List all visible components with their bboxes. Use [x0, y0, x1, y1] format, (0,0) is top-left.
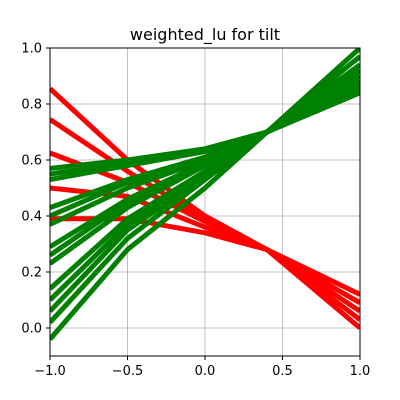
x-tick-label: 0.0 [195, 364, 216, 379]
y-tick-label: 0.2 [21, 266, 42, 281]
y-tick-label: 0.0 [21, 322, 42, 337]
x-tick-label: 1.0 [350, 364, 371, 379]
x-tick-label: 0.5 [272, 364, 293, 379]
tick-labels: −1.0 −0.5 0.0 0.5 1.0 0.0 0.2 0.4 0.6 0.8 1.0 [21, 42, 370, 380]
y-tick-label: 0.8 [21, 98, 42, 113]
x-tick-label: −1.0 [34, 364, 66, 379]
chart-title: weighted_lu for tilt [130, 25, 280, 45]
y-tick-label: 1.0 [21, 42, 42, 57]
series-layer [50, 48, 360, 341]
x-tick-label: −0.5 [112, 364, 144, 379]
y-tick-label: 0.4 [21, 210, 42, 225]
axes [46, 47, 361, 360]
green-series-line [50, 73, 360, 341]
y-tick-label: 0.6 [21, 154, 42, 169]
